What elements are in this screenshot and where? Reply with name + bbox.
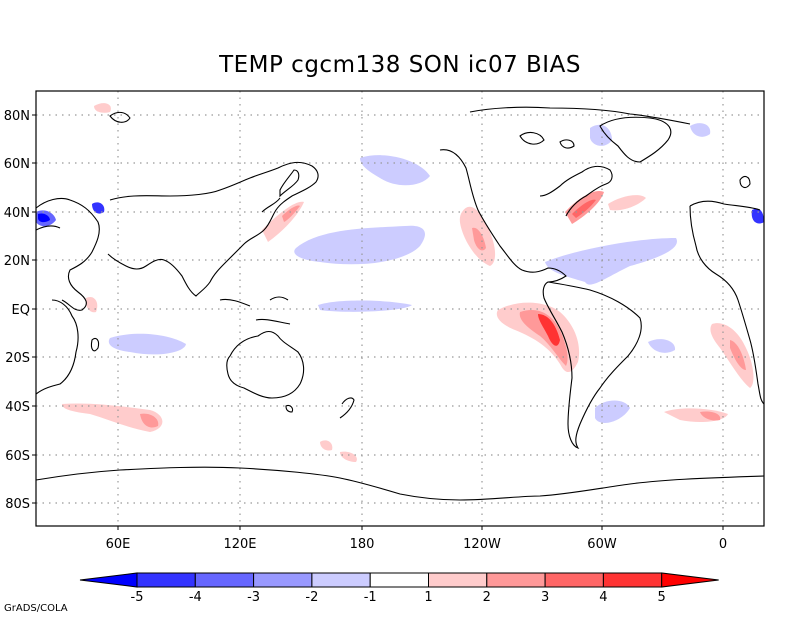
cold-bias-north-pacific (294, 225, 425, 265)
chart-title: TEMP cgcm138 SON ic07 BIAS (219, 52, 581, 78)
colorbar-level-label: 1 (424, 590, 432, 605)
warm-bias-north-atlantic (608, 195, 646, 211)
warm-bias-peru-core (538, 314, 560, 346)
warm-bias-california-core (472, 227, 486, 251)
colorbar-level-label: 4 (599, 590, 607, 605)
colorbar-swatch (486, 572, 546, 588)
cold-bias-north-atlantic (545, 238, 677, 285)
warm-bias-southern-ocean (340, 451, 357, 462)
lat-tick-label: EQ (12, 303, 30, 318)
cold-bias-greenland-sea (690, 123, 711, 137)
colorbar-level-label: -1 (364, 590, 377, 605)
colorbar-swatch (194, 572, 255, 588)
cold-bias-mediterranean-core (38, 213, 50, 223)
lon-tick-label: 180 (350, 537, 375, 552)
lat-tick-label: 40N (4, 206, 30, 221)
colorbar-level-label: 2 (483, 590, 491, 605)
cold-bias-arctic-canada (590, 124, 612, 146)
warm-bias-gulf-stream-core (572, 199, 596, 218)
lon-tick-label: 120E (223, 537, 256, 552)
longitude-tick-labels: 60E 120E 180 120W 60W 0 (106, 526, 727, 552)
warm-bias-southern-indian (62, 403, 163, 432)
cold-bias-north-pacific-high (360, 155, 430, 186)
lat-tick-label: 80S (5, 497, 30, 512)
colorbar-level-label: -3 (247, 590, 260, 605)
grads-credit: GrADS/COLA (4, 603, 68, 614)
colorbar-swatch (544, 572, 604, 588)
coastlines (35, 106, 765, 501)
colorbar-swatch (311, 572, 371, 588)
lat-tick-label: 60S (5, 449, 30, 464)
lon-tick-label: 0 (719, 537, 727, 552)
lat-tick-label: 80N (4, 109, 30, 124)
colorbar-level-label: -4 (189, 590, 202, 605)
colorbar-swatch (428, 572, 488, 588)
colorbar: -5 -4 -3 -2 -1 1 2 3 4 5 (79, 572, 719, 605)
cold-bias-equatorial-pacific (318, 300, 412, 312)
colorbar-level-label: -5 (131, 590, 144, 605)
warm-bias-southern-indian-core (140, 413, 159, 428)
cold-bias-mediterranean-east (751, 208, 764, 224)
colorbar-low-arrow (79, 572, 138, 588)
colorbar-level-label: -2 (305, 590, 318, 605)
anomaly-shading (36, 103, 764, 462)
cold-bias-indian-ocean (108, 333, 186, 355)
colorbar-level-label: 3 (541, 590, 549, 605)
warm-bias-kuroshio-core (282, 205, 300, 222)
colorbar-swatch (253, 572, 313, 588)
lon-tick-label: 60W (587, 537, 617, 552)
lat-tick-label: 20N (4, 254, 30, 269)
lat-tick-label: 20S (5, 351, 30, 366)
latitude-tick-labels: 80N 60N 40N 20N EQ 20S 40S 60S 80S (4, 109, 36, 512)
warm-bias-south-atlantic-core (700, 411, 721, 421)
lon-tick-label: 60E (106, 537, 131, 552)
cold-bias-south-atlantic (648, 339, 676, 353)
warm-bias-peru-mid (519, 310, 568, 366)
colorbar-swatch (136, 572, 196, 588)
warm-bias-arctic-north (94, 103, 111, 113)
lat-tick-label: 40S (5, 400, 30, 415)
warm-bias-benguela-core (730, 340, 746, 370)
colorbar-swatch (369, 572, 430, 588)
warm-bias-tasman (320, 440, 333, 451)
warm-bias-benguela (710, 323, 754, 388)
lat-lon-grid (36, 91, 764, 526)
lat-tick-label: 60N (4, 157, 30, 172)
lon-tick-label: 120W (463, 537, 501, 552)
cold-bias-black-sea (92, 202, 105, 214)
colorbar-level-label: 5 (658, 590, 666, 605)
cold-bias-argentina-coast (595, 400, 630, 423)
warm-bias-arabian (85, 296, 98, 313)
colorbar-swatch (602, 572, 663, 588)
colorbar-high-arrow (661, 572, 719, 588)
